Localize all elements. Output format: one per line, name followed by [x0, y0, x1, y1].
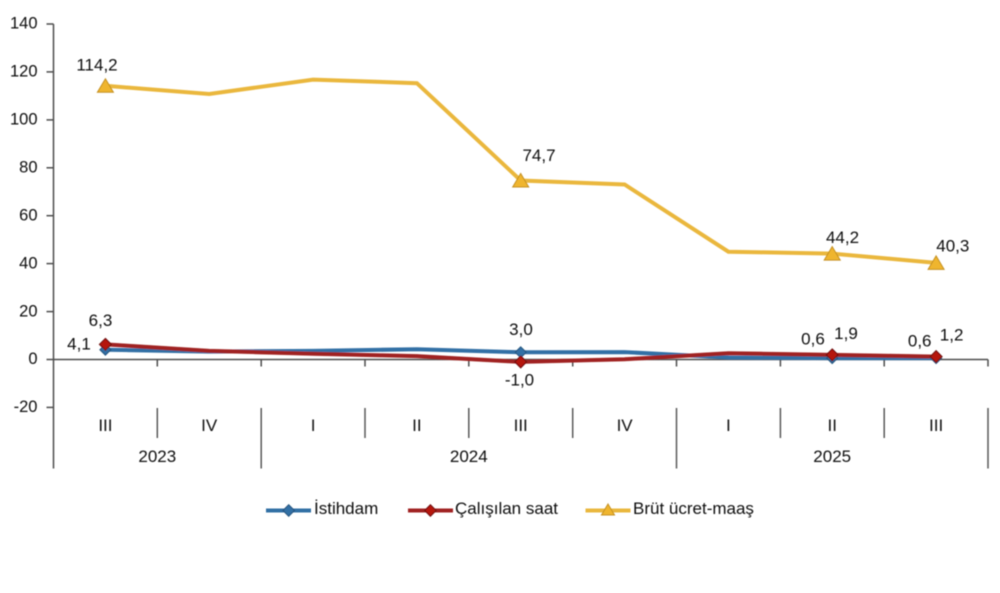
svg-text:I: I: [726, 416, 731, 435]
svg-text:-20: -20: [14, 398, 38, 416]
svg-text:2025: 2025: [813, 447, 851, 466]
svg-text:III: III: [98, 416, 112, 435]
svg-text:40: 40: [19, 254, 37, 272]
svg-text:20: 20: [19, 302, 37, 320]
svg-text:2024: 2024: [450, 447, 488, 466]
svg-text:2023: 2023: [138, 447, 176, 466]
svg-text:1,9: 1,9: [834, 324, 858, 343]
svg-text:-1,0: -1,0: [505, 371, 534, 390]
svg-text:0: 0: [28, 350, 37, 368]
svg-text:80: 80: [19, 159, 37, 177]
svg-text:100: 100: [10, 111, 38, 129]
svg-text:Brüt ücret-maaş: Brüt ücret-maaş: [633, 499, 754, 518]
svg-text:44,2: 44,2: [826, 228, 859, 247]
svg-text:IV: IV: [617, 416, 634, 435]
svg-text:1,2: 1,2: [940, 326, 964, 345]
svg-text:74,7: 74,7: [522, 146, 555, 165]
svg-text:4,1: 4,1: [67, 335, 91, 354]
svg-text:0,6: 0,6: [801, 329, 825, 348]
svg-text:120: 120: [10, 63, 38, 81]
svg-text:I: I: [311, 416, 316, 435]
svg-text:140: 140: [10, 15, 38, 33]
svg-text:Çalışılan saat: Çalışılan saat: [455, 499, 558, 518]
svg-text:II: II: [412, 416, 421, 435]
svg-text:0,6: 0,6: [908, 332, 932, 351]
svg-text:III: III: [514, 416, 528, 435]
svg-text:II: II: [827, 416, 836, 435]
svg-text:İstihdam: İstihdam: [314, 499, 378, 518]
svg-text:III: III: [929, 416, 943, 435]
svg-text:3,0: 3,0: [509, 320, 533, 339]
svg-text:40,3: 40,3: [936, 236, 969, 255]
svg-text:IV: IV: [201, 416, 218, 435]
svg-text:60: 60: [19, 206, 37, 224]
svg-text:114,2: 114,2: [76, 56, 117, 75]
svg-text:6,3: 6,3: [89, 311, 113, 330]
